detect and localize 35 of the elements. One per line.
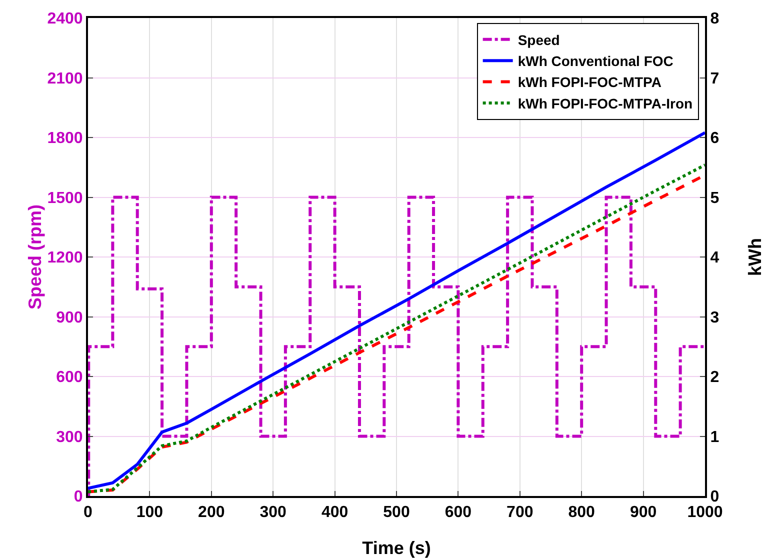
y-tick-label: 0: [74, 488, 83, 506]
x-tick-label: 900: [630, 504, 657, 522]
x-tick-label: 600: [444, 504, 472, 522]
x-tick-label: 200: [198, 504, 225, 522]
x-tick-label: 500: [383, 504, 410, 522]
x-tick-label: 100: [136, 504, 164, 522]
y-axis-title: Speed (rpm): [25, 204, 45, 310]
y-tick-label: 2100: [47, 70, 83, 88]
y2-tick-label: 4: [710, 250, 720, 267]
y2-tick-label: 1: [710, 428, 720, 446]
y-tick-label: 900: [56, 309, 83, 326]
y-tick-label: 600: [56, 369, 83, 386]
y2-tick-label: 3: [710, 309, 720, 326]
legend-label: Speed: [518, 32, 560, 48]
legend-label: kWh FOPI-FOC-MTPA-Iron: [518, 95, 693, 112]
legend-label: kWh Conventional FOC: [518, 53, 674, 70]
x-axis-title: Time (s): [362, 538, 431, 558]
y2-tick-label: 5: [710, 190, 720, 207]
y2-tick-label: 0: [710, 488, 720, 506]
y2-tick-label: 6: [710, 130, 720, 148]
x-tick-label: 700: [506, 504, 534, 522]
y2-tick-label: 2: [710, 369, 720, 386]
y2-tick-label: 8: [710, 10, 720, 28]
x-tick-label: 800: [568, 504, 596, 522]
y-tick-label: 300: [56, 428, 83, 446]
y-tick-label: 2400: [47, 10, 83, 28]
y-tick-label: 1800: [47, 130, 83, 148]
x-tick-label: 1000: [687, 504, 723, 522]
legend-label: kWh FOPI-FOC-MTPA: [518, 74, 662, 90]
y-tick-label: 1200: [47, 250, 83, 267]
x-tick-label: 300: [260, 504, 287, 522]
y-tick-label: 1500: [47, 190, 83, 207]
y2-axis-title: kWh: [745, 238, 765, 276]
y2-tick-label: 7: [710, 70, 720, 88]
x-tick-label: 400: [321, 504, 348, 522]
